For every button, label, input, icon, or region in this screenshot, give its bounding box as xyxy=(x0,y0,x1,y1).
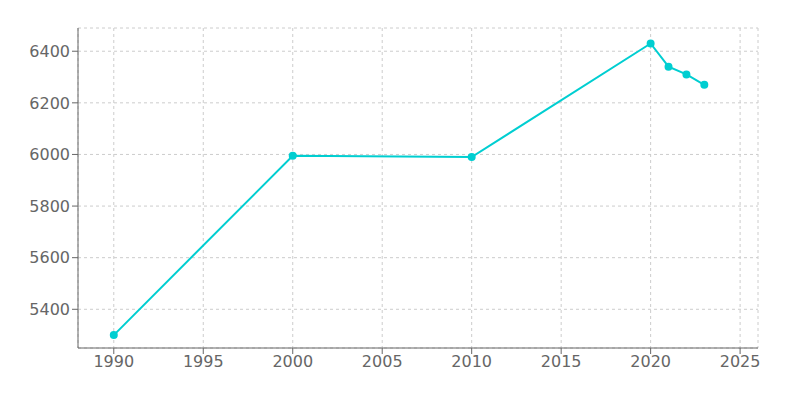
svg-text:6000: 6000 xyxy=(29,145,70,164)
svg-text:5800: 5800 xyxy=(29,197,70,216)
svg-text:6400: 6400 xyxy=(29,42,70,61)
svg-text:2000: 2000 xyxy=(272,352,313,371)
svg-text:5400: 5400 xyxy=(29,300,70,319)
svg-text:5600: 5600 xyxy=(29,248,70,267)
svg-text:2025: 2025 xyxy=(720,352,761,371)
svg-text:2015: 2015 xyxy=(541,352,582,371)
svg-text:2010: 2010 xyxy=(451,352,492,371)
svg-text:2020: 2020 xyxy=(630,352,671,371)
svg-text:6200: 6200 xyxy=(29,94,70,113)
svg-text:2005: 2005 xyxy=(362,352,403,371)
svg-text:1990: 1990 xyxy=(93,352,134,371)
svg-text:1995: 1995 xyxy=(183,352,224,371)
